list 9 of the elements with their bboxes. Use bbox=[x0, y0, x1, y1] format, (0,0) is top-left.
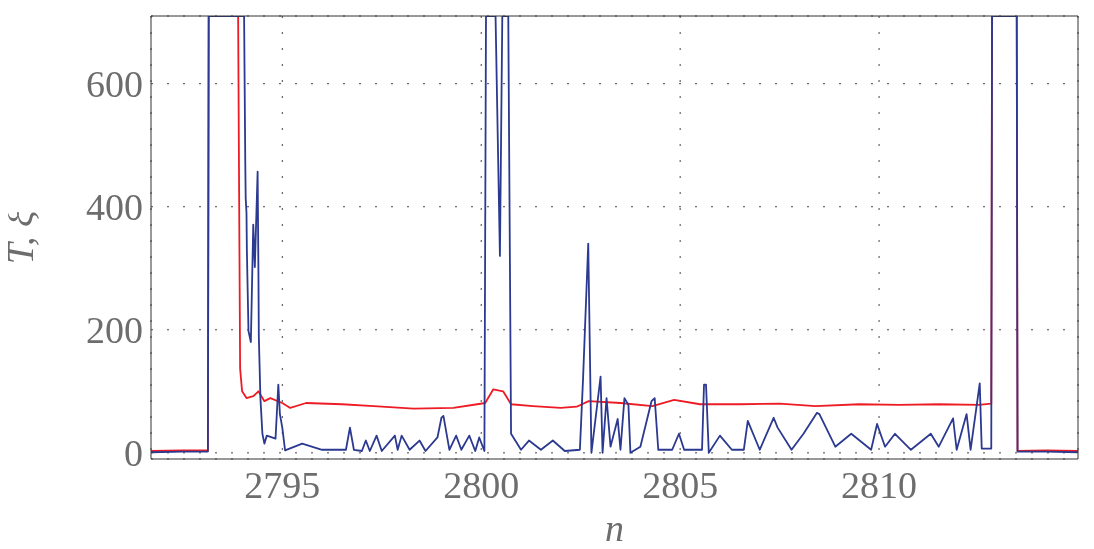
y-tick-label: 600 bbox=[86, 63, 143, 106]
x-tick-label: 2800 bbox=[443, 463, 520, 506]
y-tick-label: 0 bbox=[124, 432, 143, 475]
y-tick-label: 200 bbox=[86, 309, 143, 352]
x-tick-label: 2805 bbox=[642, 463, 719, 506]
y-tick-label: 400 bbox=[86, 186, 143, 229]
x-tick-label: 2795 bbox=[244, 463, 321, 506]
x-axis-title: n bbox=[605, 507, 624, 549]
x-tick-label: 2810 bbox=[841, 463, 918, 506]
